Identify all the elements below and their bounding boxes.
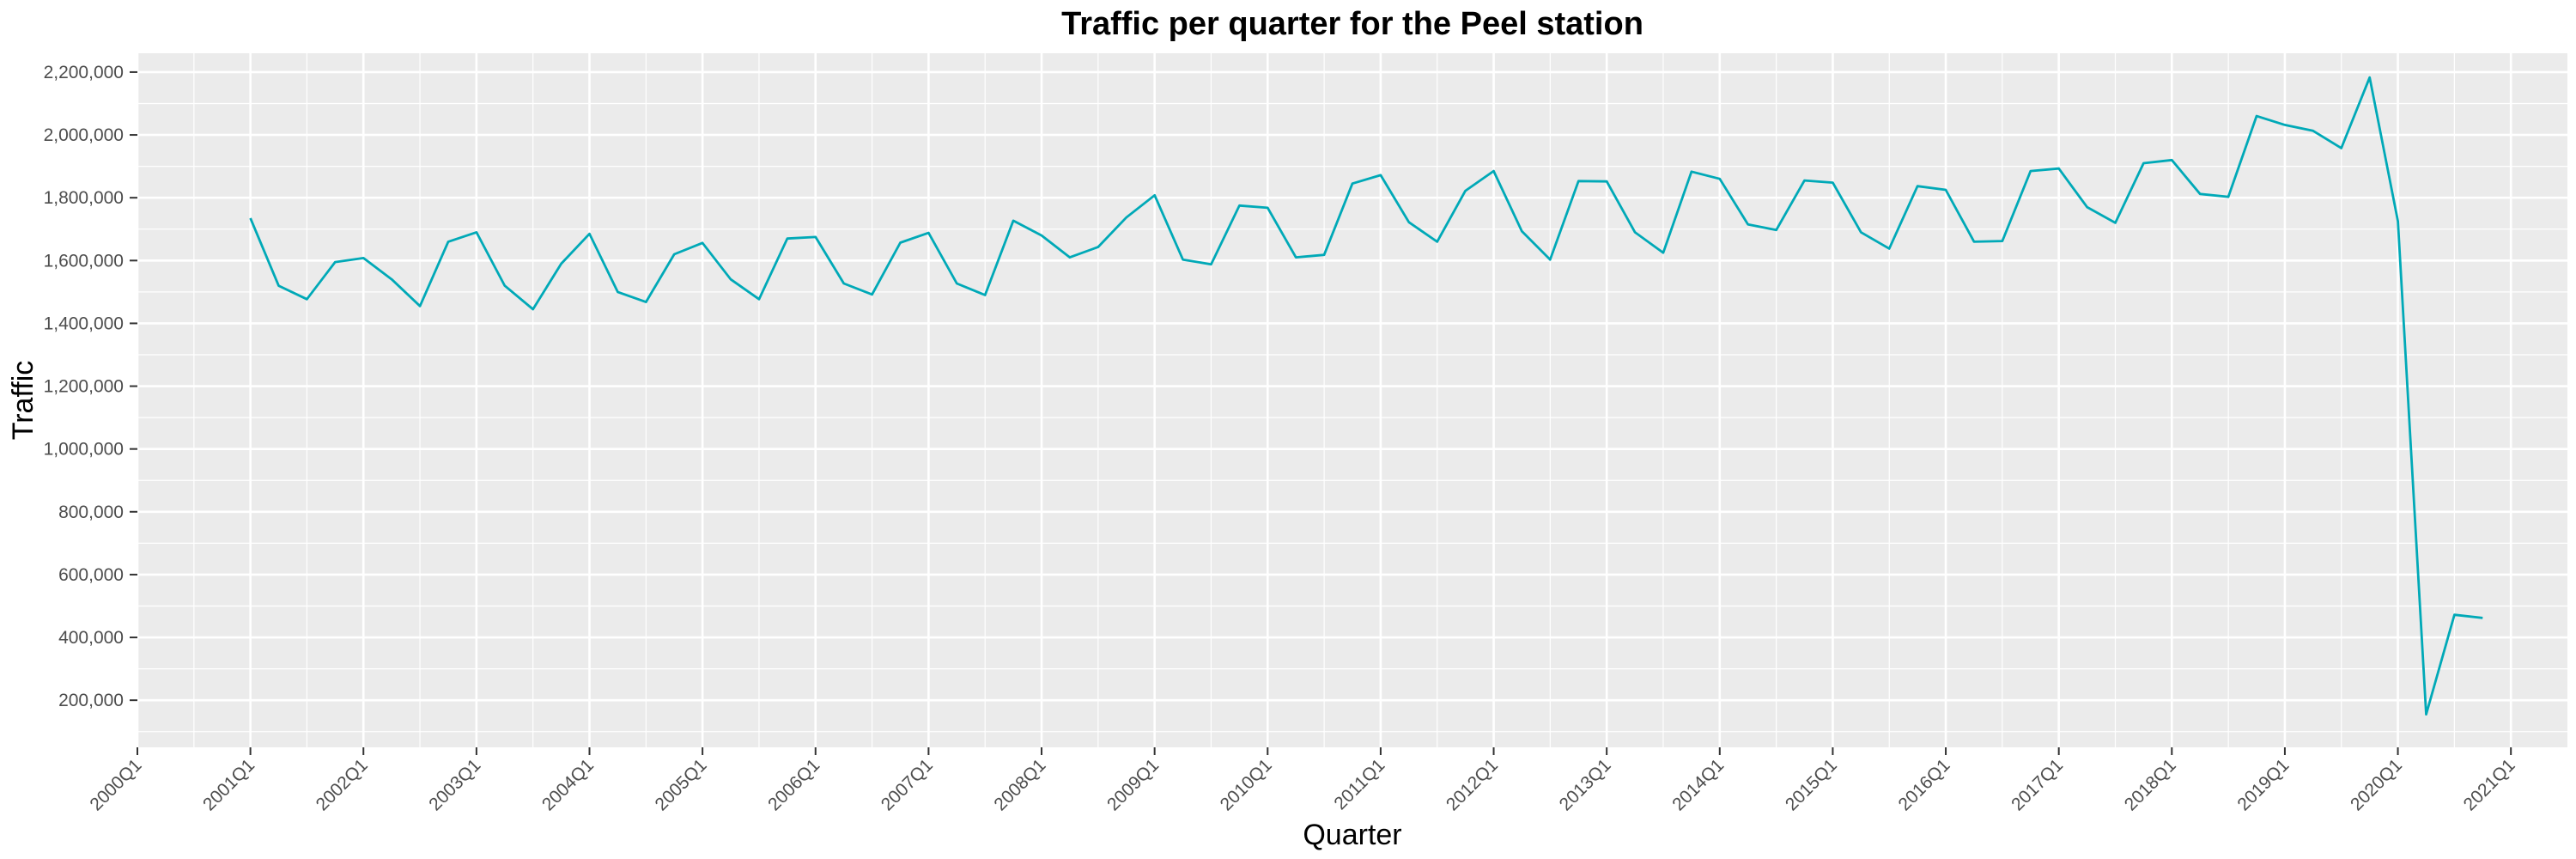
y-tick-label: 600,000 <box>58 565 124 585</box>
y-axis-title: Traffic <box>7 361 39 441</box>
y-tick-label: 800,000 <box>58 503 124 522</box>
y-tick-label: 1,800,000 <box>44 188 124 208</box>
y-axis: 200,000 400,000 600,000 800,000 1,000,000 1,2… <box>44 63 137 710</box>
x-axis-title: Quarter <box>1303 819 1401 851</box>
y-tick-label: 1,600,000 <box>44 251 124 271</box>
y-tick-label: 1,400,000 <box>44 314 124 333</box>
major-gridlines <box>136 53 2567 747</box>
y-tick-label: 400,000 <box>58 628 124 648</box>
chart-title: Traffic per quarter for the Peel station <box>1061 6 1643 42</box>
y-tick-label: 1,200,000 <box>44 377 124 397</box>
y-tick-label: 2,200,000 <box>44 63 124 82</box>
plot-panel <box>137 53 2567 747</box>
minor-gridlines <box>137 53 2567 747</box>
y-tick-label: 2,000,000 <box>44 125 124 145</box>
y-tick-label: 200,000 <box>58 691 124 710</box>
series-layer <box>249 76 2483 716</box>
y-tick-label: 1,000,000 <box>44 440 124 460</box>
series-line <box>249 76 2483 716</box>
